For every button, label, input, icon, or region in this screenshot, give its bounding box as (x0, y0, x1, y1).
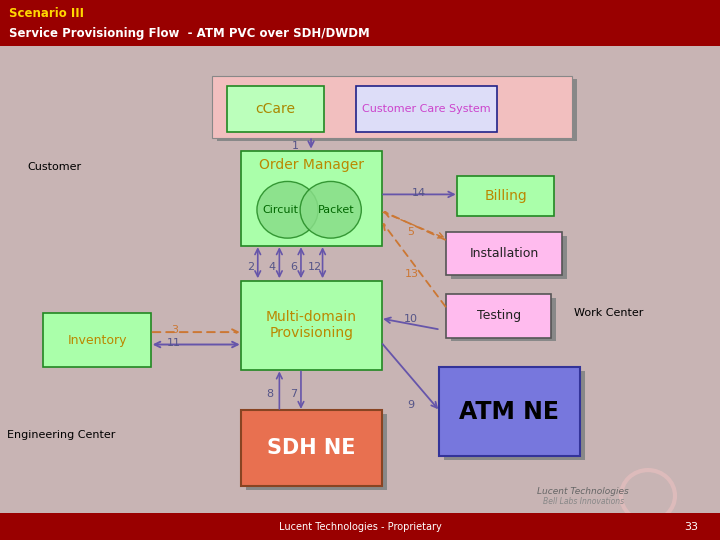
Text: Work Center: Work Center (574, 308, 643, 318)
Bar (451, 298, 556, 341)
Text: 1: 1 (292, 141, 299, 151)
Bar (439, 367, 580, 456)
Text: Service Provisioning Flow  - ATM PVC over SDH/DWDM: Service Provisioning Flow - ATM PVC over… (9, 26, 369, 39)
Text: Testing: Testing (477, 309, 521, 322)
Text: Packet: Packet (318, 205, 355, 215)
Text: Customer Care System: Customer Care System (362, 104, 491, 114)
Text: 3: 3 (171, 326, 178, 335)
Bar (0, 513, 720, 540)
Bar (446, 294, 551, 338)
Ellipse shape (300, 181, 361, 238)
Text: ATM NE: ATM NE (459, 400, 559, 424)
Bar (451, 236, 567, 279)
Text: 13: 13 (405, 269, 419, 279)
Bar (43, 313, 151, 367)
Text: 8: 8 (266, 389, 274, 399)
Bar (227, 86, 324, 132)
Text: 14: 14 (412, 188, 426, 198)
Bar (444, 371, 585, 460)
Bar (356, 86, 497, 132)
Text: Installation: Installation (469, 247, 539, 260)
Text: 11: 11 (167, 339, 181, 348)
Text: Engineering Center: Engineering Center (7, 430, 115, 440)
Text: 9: 9 (407, 400, 414, 410)
Bar (446, 232, 562, 275)
Text: Circuit: Circuit (262, 205, 298, 215)
Bar (0, 46, 720, 513)
Text: 10: 10 (403, 314, 418, 323)
Text: 12: 12 (308, 262, 323, 272)
Text: Billing: Billing (485, 189, 527, 202)
Bar (217, 79, 577, 141)
Text: 2: 2 (247, 262, 254, 272)
Text: Bell Labs Innovations: Bell Labs Innovations (543, 497, 624, 505)
Text: 7: 7 (290, 389, 297, 399)
Text: 5: 5 (407, 227, 414, 237)
Text: Lucent Technologies: Lucent Technologies (537, 487, 629, 496)
Text: SDH NE: SDH NE (267, 438, 356, 458)
Bar (241, 410, 382, 486)
Bar (457, 176, 554, 216)
Text: Scenario III: Scenario III (9, 7, 84, 21)
Text: Inventory: Inventory (68, 334, 127, 347)
Bar (241, 151, 382, 246)
Text: Multi-domain
Provisioning: Multi-domain Provisioning (266, 310, 357, 340)
Bar (241, 281, 382, 370)
Bar (246, 414, 387, 490)
Text: Lucent Technologies - Proprietary: Lucent Technologies - Proprietary (279, 522, 441, 531)
Text: Customer: Customer (27, 163, 81, 172)
Bar (0, 0, 720, 46)
Ellipse shape (257, 181, 318, 238)
Text: 6: 6 (290, 262, 297, 272)
Text: 4: 4 (269, 262, 276, 272)
Text: cCare: cCare (256, 103, 295, 116)
Bar (212, 76, 572, 138)
Text: Order Manager: Order Manager (259, 158, 364, 172)
Text: 33: 33 (685, 522, 698, 531)
